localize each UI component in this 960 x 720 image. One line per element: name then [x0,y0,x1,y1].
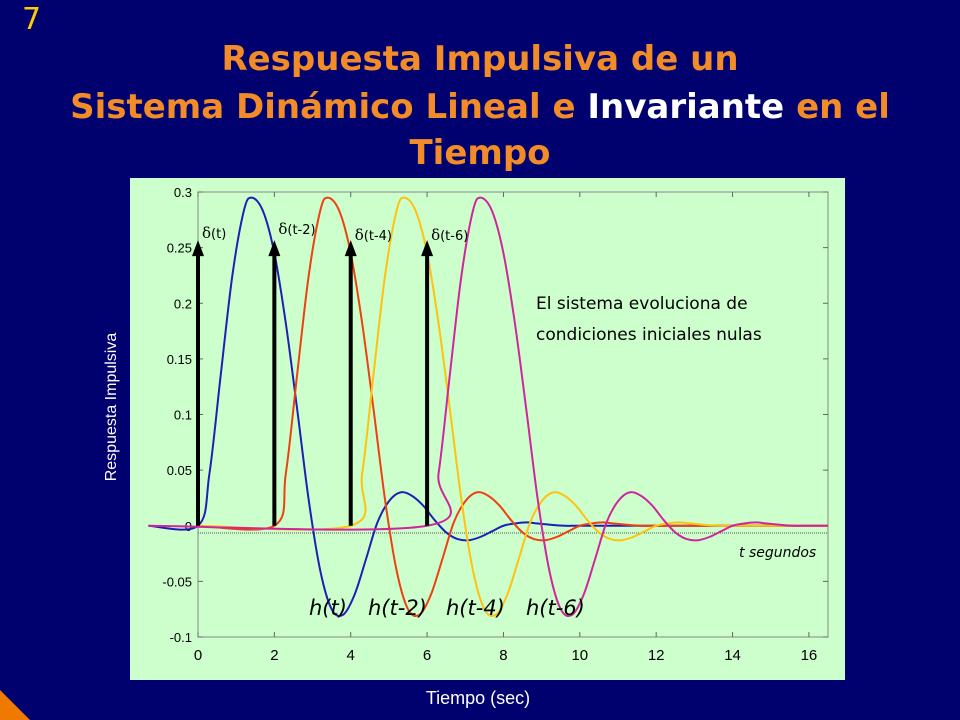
impulse-label-3: δ(t-6) [431,226,468,244]
t-unit-label: t segundos [739,545,816,561]
x-tick-label: 4 [347,647,355,664]
series-line-3 [148,196,828,618]
x-tick-label: 16 [801,647,818,664]
series-line-2 [197,196,828,618]
corner-decoration [0,690,30,720]
y-axis-label: Respuesta Impulsiva [103,333,120,482]
curve-label-h2: h(t-2) [368,596,427,620]
impulse-label-2: δ(t-4) [355,226,392,244]
title-part-a: Sistema Dinámico Lineal e [70,87,588,127]
y-tick-label: -0.1 [170,630,192,645]
impulse-arrowhead-1 [268,240,281,257]
y-tick-label: 0.15 [167,352,192,367]
y-tick-label: -0.05 [162,574,192,589]
y-tick-label: 0.25 [167,241,192,256]
series-line-0 [148,196,828,618]
x-axis-label: Tiempo (sec) [426,688,530,708]
annotation-line1: El sistema evoluciona de [536,294,748,314]
impulse-arrowhead-0 [192,240,204,257]
impulse-label-1: δ(t-2) [278,220,315,238]
x-tick-label: 0 [194,647,202,664]
curve-label-h0: h(t) [309,596,347,620]
curve-label-h6: h(t-6) [526,596,585,620]
plot-background [130,178,845,680]
annotation-line2: condiciones iniciales nulas [536,325,762,345]
x-tick-label: 10 [571,647,588,664]
impulse-arrowhead-3 [421,240,434,257]
curve-label-h4: h(t-4) [446,596,505,620]
slide-title-line1: Respuesta Impulsiva de un [221,39,739,79]
impulse-arrowhead-2 [344,240,357,257]
y-tick-label: 0.1 [174,408,192,423]
title-highlight: Invariante [587,87,785,127]
slide-title-line2: Sistema Dinámico Lineal e Invariante en … [0,84,960,176]
y-tick-label: 0.05 [167,463,192,478]
y-tick-label: 0.2 [174,296,192,311]
x-tick-label: 12 [648,647,665,664]
x-tick-label: 6 [423,647,431,664]
y-tick-label: 0.3 [174,185,192,200]
x-tick-label: 2 [270,647,278,664]
title-part-c: en el Tiempo [409,87,890,173]
x-tick-label: 8 [499,647,507,664]
series-line-1 [197,196,828,618]
slide-number: 7 [22,2,42,37]
x-tick-label: 14 [724,647,741,664]
impulse-label-0: δ(t) [202,224,226,242]
